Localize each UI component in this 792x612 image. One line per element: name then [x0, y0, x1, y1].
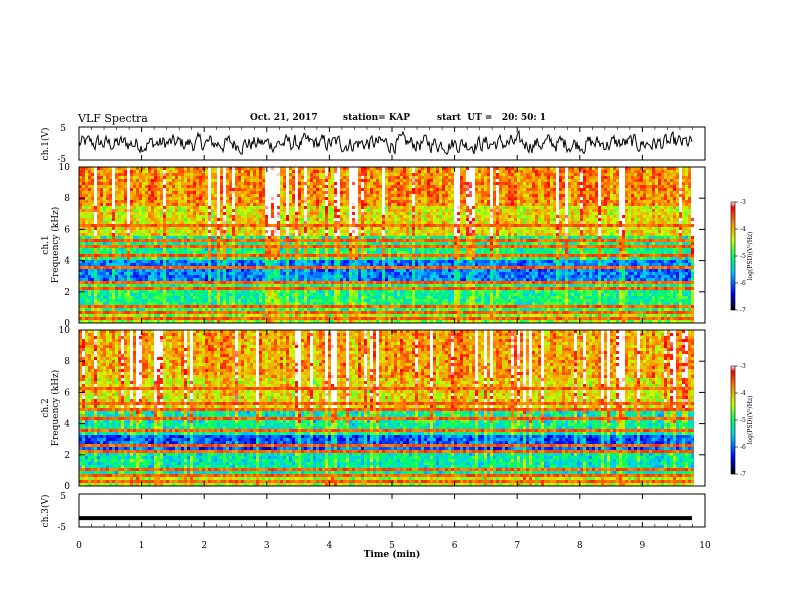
- colorbar-tick: -7: [740, 307, 746, 314]
- ch1-spectrogram-image: [79, 167, 694, 323]
- colorbar-tick: -7: [740, 471, 746, 478]
- ch1-ytick: 6: [64, 225, 70, 235]
- ch1-waveform-panel: 5 -5 ch.1(V): [40, 124, 706, 165]
- x-tick-label: 10: [699, 541, 711, 551]
- ch3-waveform-panel: 5 -5 ch.3(V) 0 1 2 3 4 5 6 7 8 9 10 Time (min): [40, 127, 711, 560]
- x-tick-label: 8: [577, 541, 583, 551]
- x-tick-label: 4: [327, 541, 333, 551]
- ch1-ytick: 2: [64, 288, 70, 298]
- colorbar-tick: -3: [740, 363, 746, 370]
- ch1-ytick: 0: [64, 319, 70, 329]
- ch1-ylabel: ch.1(V): [40, 128, 51, 161]
- ch1-colorbar: [730, 201, 736, 311]
- ch3-ytick-bottom: -5: [57, 523, 66, 533]
- colorbar-tick: -4: [740, 390, 746, 397]
- ch1-ytick: 10: [59, 163, 71, 173]
- ch2-ytick: 8: [64, 357, 70, 367]
- ch1-ytick: 8: [64, 194, 70, 204]
- x-tick-label: 9: [640, 541, 646, 551]
- ch2-ylabel-frequency: Frequency (kHz): [50, 370, 61, 447]
- ch2-spectrogram-image: [79, 330, 694, 486]
- ch2-ytick: 10: [59, 326, 71, 336]
- ch3-ytick-top: 5: [60, 492, 66, 502]
- x-axis-label: Time (min): [364, 549, 421, 560]
- ch2-ytick: 2: [64, 451, 70, 461]
- colorbar-tick: -4: [740, 226, 746, 233]
- colorbar-tick: -6: [740, 280, 746, 287]
- ch2-ytick: 6: [64, 388, 70, 398]
- colorbar-tick: -5: [740, 253, 746, 260]
- ch2-colorbar: [730, 365, 736, 475]
- colorbar-tick: -5: [740, 417, 746, 424]
- ch2-ytick: 0: [64, 482, 70, 492]
- start-time-label: start UT = 20: 50: 1: [437, 113, 546, 123]
- ch1-ylabel-channel: ch.1: [41, 235, 51, 254]
- x-tick-label: 7: [514, 541, 520, 551]
- station-label: station= KAP: [343, 113, 410, 123]
- ch2-ylabel-channel: ch.2: [41, 398, 51, 417]
- ch2-colorbar-label: log(PSD)(V²/Hz): [747, 396, 754, 445]
- colorbar-tick: -6: [740, 444, 746, 451]
- ch1-colorbar-label: log(PSD)(V²/Hz): [747, 232, 754, 281]
- date-label: Oct. 21, 2017: [250, 113, 318, 123]
- ch3-ylabel: ch.3(V): [40, 495, 51, 528]
- x-tick-label: 1: [139, 541, 145, 551]
- ch1-ytick-top: 5: [60, 124, 66, 134]
- x-tick-label: 5: [389, 541, 395, 551]
- ch2-ytick: 4: [64, 420, 70, 430]
- x-tick-label: 6: [452, 541, 458, 551]
- plot-title: VLF Spectra: [78, 112, 148, 125]
- x-tick-label: 3: [264, 541, 270, 551]
- ch1-ytick-bottom: -5: [57, 155, 66, 165]
- ch1-ylabel-frequency: Frequency (kHz): [50, 207, 61, 284]
- x-tick-label: 2: [201, 541, 207, 551]
- colorbar-tick: -3: [740, 199, 746, 206]
- ch1-waveform-line: [78, 129, 693, 156]
- ch1-ytick: 4: [64, 257, 70, 267]
- x-tick-label: 0: [76, 541, 82, 551]
